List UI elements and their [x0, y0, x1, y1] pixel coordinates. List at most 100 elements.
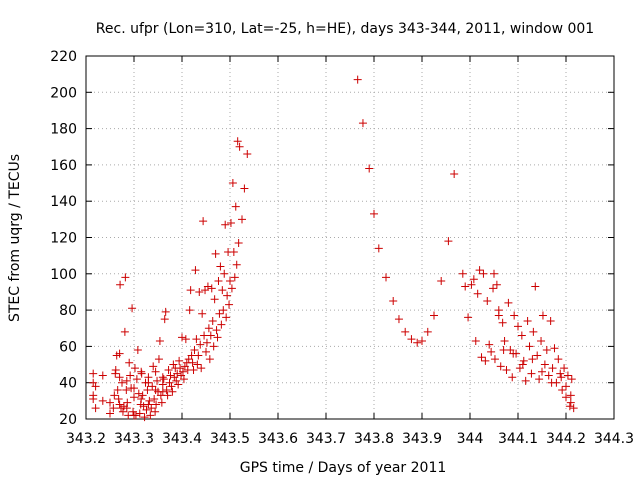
data-point: [382, 273, 390, 282]
data-point: [544, 371, 553, 380]
y-tick-label: 140: [50, 194, 77, 210]
data-point: [106, 409, 114, 418]
data-point: [471, 336, 480, 345]
data-point: [151, 367, 160, 376]
data-point: [418, 336, 426, 345]
data-point: [562, 382, 570, 391]
data-point: [228, 179, 237, 188]
data-point: [110, 391, 119, 400]
data-point: [510, 311, 519, 320]
data-point: [157, 398, 166, 407]
data-point: [243, 150, 252, 159]
data-point: [143, 385, 152, 394]
data-point: [120, 327, 129, 336]
data-point: [374, 244, 383, 253]
y-tick-label: 220: [50, 49, 77, 65]
data-point: [190, 346, 199, 355]
data-point: [155, 336, 164, 345]
data-point: [109, 404, 118, 413]
data-point: [144, 400, 153, 409]
y-tick-label: 60: [59, 339, 77, 355]
data-point: [458, 269, 467, 278]
data-point: [548, 364, 557, 373]
data-point: [158, 387, 167, 396]
data-point: [565, 402, 574, 411]
data-point: [494, 311, 503, 320]
data-point: [209, 342, 218, 351]
data-point: [528, 355, 537, 364]
data-point: [527, 369, 536, 378]
data-point: [401, 327, 410, 336]
x-tick-label: 343.5: [210, 431, 250, 447]
data-point: [111, 365, 120, 374]
data-point: [226, 277, 234, 286]
data-point: [204, 324, 213, 333]
data-point: [504, 298, 513, 307]
y-tick-label: 180: [50, 122, 77, 138]
data-point: [211, 249, 220, 258]
data-point: [473, 289, 482, 298]
data-point: [202, 347, 210, 356]
data-point: [519, 356, 528, 365]
data-point: [186, 286, 195, 295]
data-point: [148, 382, 157, 391]
data-point: [114, 395, 123, 404]
x-tick-label: 344.2: [546, 431, 586, 447]
data-point: [118, 407, 127, 416]
data-point: [492, 280, 501, 289]
data-point: [389, 297, 398, 306]
data-point: [222, 313, 231, 322]
data-point: [178, 367, 187, 376]
x-tick-label: 343.3: [114, 431, 154, 447]
data-point: [130, 384, 138, 393]
data-point: [133, 346, 142, 355]
data-point: [115, 400, 124, 409]
data-point: [358, 119, 367, 128]
data-point: [500, 336, 509, 345]
x-tick-label: 344.3: [594, 431, 634, 447]
data-point: [508, 373, 517, 382]
x-tick-label: 344.1: [498, 431, 538, 447]
data-point: [172, 376, 181, 385]
data-point: [137, 395, 146, 404]
data-point: [558, 385, 567, 394]
data-point: [496, 362, 505, 371]
data-point: [216, 262, 225, 271]
y-axis-label: STEC from uqrg / TECUs: [7, 154, 23, 322]
data-point: [164, 365, 173, 374]
x-tick-label: 343.9: [402, 431, 442, 447]
data-point: [142, 405, 151, 414]
data-point: [523, 316, 532, 325]
data-point: [128, 304, 137, 313]
data-point: [162, 385, 171, 394]
data-point: [423, 327, 432, 336]
data-point: [490, 355, 499, 364]
data-point: [231, 202, 240, 211]
data-point: [208, 316, 217, 325]
data-point: [122, 404, 131, 413]
data-point: [158, 373, 167, 382]
data-point: [185, 306, 194, 315]
data-point: [189, 365, 198, 374]
data-point: [173, 369, 182, 378]
data-point: [188, 358, 197, 367]
data-point: [230, 273, 239, 282]
y-tick-label: 100: [50, 267, 77, 283]
data-point: [203, 282, 212, 291]
data-point: [223, 291, 232, 300]
data-point: [135, 409, 144, 418]
data-point: [115, 349, 124, 358]
y-tick-label: 40: [59, 376, 77, 392]
data-point: [554, 355, 563, 364]
data-point: [165, 378, 174, 387]
data-point: [569, 404, 578, 413]
data-point: [192, 335, 201, 344]
data-point: [116, 280, 125, 289]
y-tick-label: 20: [59, 412, 77, 428]
data-point: [542, 346, 551, 355]
data-point: [235, 142, 244, 151]
data-point: [538, 311, 547, 320]
data-point: [168, 387, 177, 396]
data-point: [214, 277, 223, 286]
data-point: [490, 269, 498, 278]
